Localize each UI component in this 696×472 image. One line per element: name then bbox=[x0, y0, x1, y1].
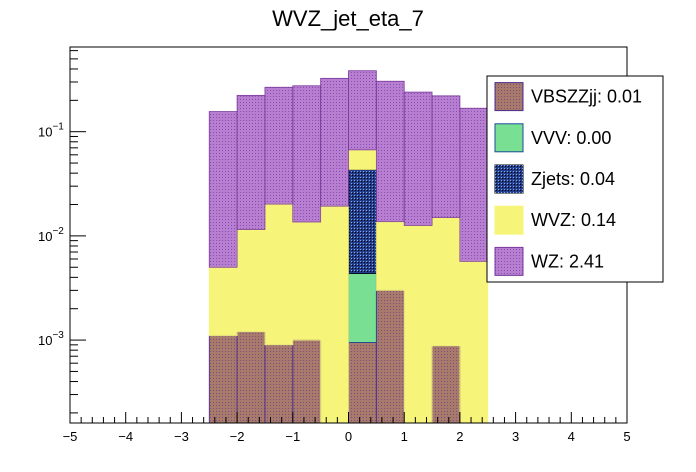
bar-texture-WZ-bin-2 bbox=[264, 87, 293, 205]
bar-WVZ-bin-1 bbox=[237, 229, 265, 332]
bar-WVZ-bin-7 bbox=[404, 225, 433, 423]
legend-swatch-VVV bbox=[494, 123, 524, 153]
bar-WVZ-bin-8 bbox=[432, 217, 460, 346]
x-tick-label: 2 bbox=[456, 429, 463, 444]
bar-WVZ-bin-2 bbox=[264, 204, 293, 345]
x-tick-label: 0 bbox=[345, 429, 352, 444]
bar-texture-WZ-bin-7 bbox=[404, 92, 433, 226]
bar-WVZ-bin-5 bbox=[348, 149, 377, 170]
y-tick-label: 10−1 bbox=[38, 122, 64, 140]
bar-texture-WZ-bin-8 bbox=[432, 95, 460, 218]
legend-label-VVV: VVV: 0.00 bbox=[531, 128, 611, 148]
x-tick-label: −3 bbox=[174, 429, 189, 444]
bar-texture-VBSZZjj-bin-1 bbox=[237, 331, 265, 423]
x-tick-label: 5 bbox=[623, 429, 630, 444]
x-tick-label: −5 bbox=[63, 429, 78, 444]
legend-swatch-texture-Zjets bbox=[495, 165, 523, 193]
x-tick-label: −1 bbox=[285, 429, 300, 444]
legend-label-WZ: WZ: 2.41 bbox=[531, 251, 604, 271]
bar-texture-WZ-bin-4 bbox=[320, 78, 349, 207]
bar-texture-WZ-bin-9 bbox=[459, 108, 488, 262]
bar-WVZ-bin-3 bbox=[292, 221, 321, 341]
bar-texture-WZ-bin-6 bbox=[376, 81, 405, 222]
bar-texture-WZ-bin-5 bbox=[348, 70, 377, 150]
bar-texture-VBSZZjj-bin-0 bbox=[209, 335, 238, 423]
bar-texture-VBSZZjj-bin-2 bbox=[264, 344, 293, 423]
chart-title: WVZ_jet_eta_7 bbox=[272, 6, 424, 31]
bar-texture-WZ-bin-0 bbox=[209, 111, 238, 268]
histogram-bars bbox=[208, 70, 489, 424]
bar-WVZ-bin-6 bbox=[376, 221, 405, 291]
x-tick-label: 3 bbox=[512, 429, 519, 444]
x-tick-label: 1 bbox=[401, 429, 408, 444]
y-tick-label: 10−3 bbox=[38, 330, 64, 348]
bar-WVZ-bin-4 bbox=[320, 206, 349, 423]
x-tick-label: 4 bbox=[568, 429, 575, 444]
x-tick-label: −4 bbox=[118, 429, 133, 444]
bar-texture-VBSZZjj-bin-3 bbox=[292, 340, 321, 423]
legend-label-VBSZZjj: VBSZZjj: 0.01 bbox=[531, 87, 642, 107]
legend-label-Zjets: Zjets: 0.04 bbox=[531, 169, 615, 189]
bar-texture-VBSZZjj-bin-8 bbox=[432, 345, 460, 423]
legend-swatch-texture-VBSZZjj bbox=[495, 82, 523, 111]
legend-swatch-WVZ bbox=[494, 205, 524, 235]
bar-WVZ-bin-9 bbox=[459, 261, 488, 423]
bar-texture-WZ-bin-3 bbox=[292, 85, 321, 222]
bar-WVZ-bin-0 bbox=[209, 267, 238, 336]
bar-texture-VBSZZjj-bin-6 bbox=[376, 290, 405, 423]
legend-label-WVZ: WVZ: 0.14 bbox=[531, 210, 616, 230]
bar-texture-Zjets-bin-5 bbox=[348, 169, 377, 274]
bar-VVV-bin-5 bbox=[348, 273, 377, 343]
legend: VBSZZjj: 0.01 VVV: 0.00 Zjets: 0.04 WVZ: 0.… bbox=[486, 75, 664, 283]
y-tick-label: 10−2 bbox=[38, 226, 64, 244]
bar-texture-VBSZZjj-bin-5 bbox=[348, 342, 377, 423]
bar-texture-WZ-bin-1 bbox=[237, 95, 265, 230]
legend-swatch-texture-WZ bbox=[495, 247, 523, 276]
x-tick-label: −2 bbox=[230, 429, 245, 444]
